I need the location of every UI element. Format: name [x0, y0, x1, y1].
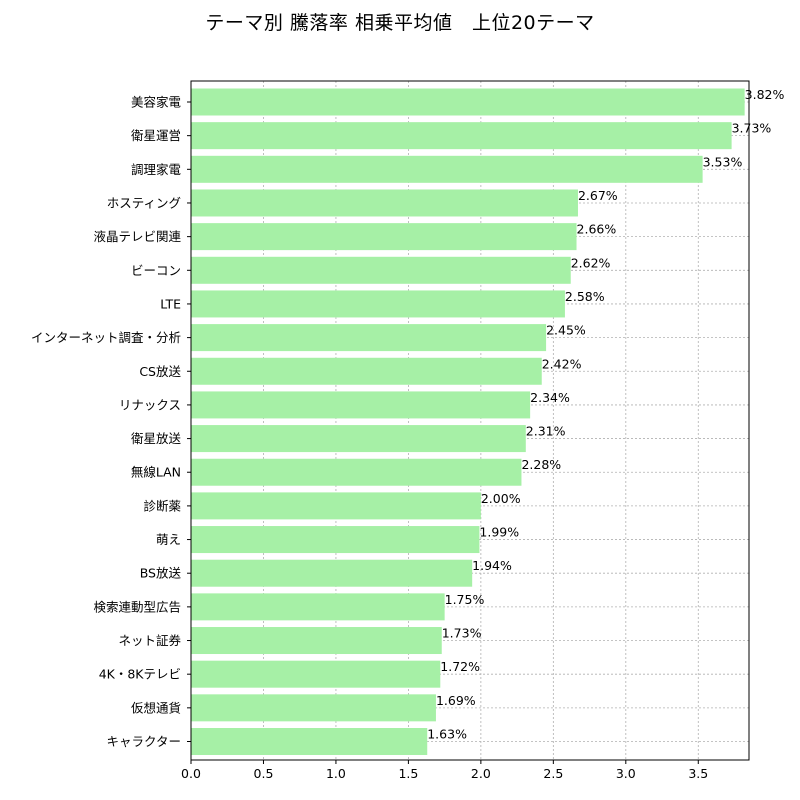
category-label: ビーコン — [131, 263, 181, 278]
bar — [191, 290, 565, 318]
data-label: 2.67% — [578, 188, 618, 203]
data-label: 1.75% — [445, 592, 485, 607]
bar — [191, 593, 445, 621]
bar — [191, 391, 531, 419]
x-tick-label: 3.5 — [688, 766, 708, 781]
chart-title: テーマ別 騰落率 相乗平均値 上位20テーマ — [205, 12, 595, 34]
data-label: 2.66% — [577, 222, 617, 237]
category-label: ネット証券 — [118, 633, 181, 648]
data-label: 1.94% — [472, 558, 512, 573]
bar — [191, 526, 480, 554]
x-tick-label: 1.5 — [398, 766, 418, 781]
category-label: 衛星運営 — [131, 128, 181, 143]
category-label: キャラクター — [106, 734, 181, 749]
axis-layer: 0.0 0.5 1.0 1.5 2.0 2.5 3.0 3.5 — [181, 101, 708, 781]
category-label: 検索連動型広告 — [93, 599, 181, 614]
data-label: 1.63% — [427, 727, 467, 742]
data-label: 3.53% — [703, 154, 743, 169]
data-label: 2.31% — [526, 424, 566, 439]
category-label: ホスティング — [107, 195, 181, 210]
bar — [191, 256, 571, 284]
data-label: 2.45% — [546, 323, 586, 338]
plot-frame — [190, 80, 750, 761]
x-tick-label: 0.5 — [254, 766, 274, 781]
bar — [191, 660, 441, 688]
category-label: 無線LAN — [131, 465, 181, 480]
bar — [191, 728, 428, 755]
bar — [191, 189, 578, 217]
category-label: 衛星放送 — [131, 431, 182, 446]
category-label: 仮想通貨 — [131, 700, 181, 715]
bar — [191, 694, 436, 722]
data-label: 2.62% — [571, 255, 611, 270]
bar — [191, 458, 522, 486]
data-label: 2.58% — [565, 289, 605, 304]
category-label: 美容家電 — [131, 95, 182, 110]
bar — [191, 559, 473, 587]
x-tick-label: 0.0 — [181, 766, 201, 781]
data-label: 2.00% — [481, 491, 521, 506]
category-label: 4K・8Kテレビ — [99, 667, 181, 682]
bar-layer — [191, 88, 745, 755]
bar — [191, 122, 732, 150]
x-tick-label: 2.0 — [471, 766, 491, 781]
data-label: 1.69% — [436, 693, 476, 708]
bar — [191, 324, 547, 352]
category-label: インターネット調査・分析 — [31, 330, 181, 345]
category-label: LTE — [160, 296, 181, 311]
data-label: 1.72% — [440, 659, 480, 674]
data-label: 2.28% — [521, 457, 561, 472]
data-label: 3.82% — [745, 87, 785, 102]
data-label: 2.34% — [530, 390, 570, 405]
x-tick-label: 1.0 — [326, 766, 346, 781]
label-layer: 美容家電 3.82% 衛星運営 3.73% 調理家電 3.53% ホスティング 2.67% 液晶… — [31, 87, 784, 749]
category-label: 調理家電 — [131, 162, 182, 177]
bar — [191, 223, 577, 251]
bar — [191, 627, 442, 655]
data-label: 2.42% — [542, 356, 582, 371]
category-label: 液晶テレビ関連 — [93, 229, 181, 244]
category-label: リナックス — [119, 397, 181, 412]
bar — [191, 492, 481, 520]
category-label: 萌え — [156, 532, 181, 547]
bar — [191, 425, 526, 453]
category-label: CS放送 — [139, 364, 181, 379]
category-label: 診断薬 — [143, 498, 181, 513]
data-label: 1.73% — [442, 626, 482, 641]
grid-layer — [190, 81, 749, 760]
data-label: 1.99% — [479, 525, 519, 540]
x-tick-label: 2.5 — [543, 766, 563, 781]
data-label: 3.73% — [732, 121, 772, 136]
bar — [191, 357, 542, 385]
x-tick-label: 3.0 — [616, 766, 636, 781]
category-label: BS放送 — [140, 566, 182, 581]
bar — [191, 155, 703, 183]
bar — [191, 88, 745, 116]
